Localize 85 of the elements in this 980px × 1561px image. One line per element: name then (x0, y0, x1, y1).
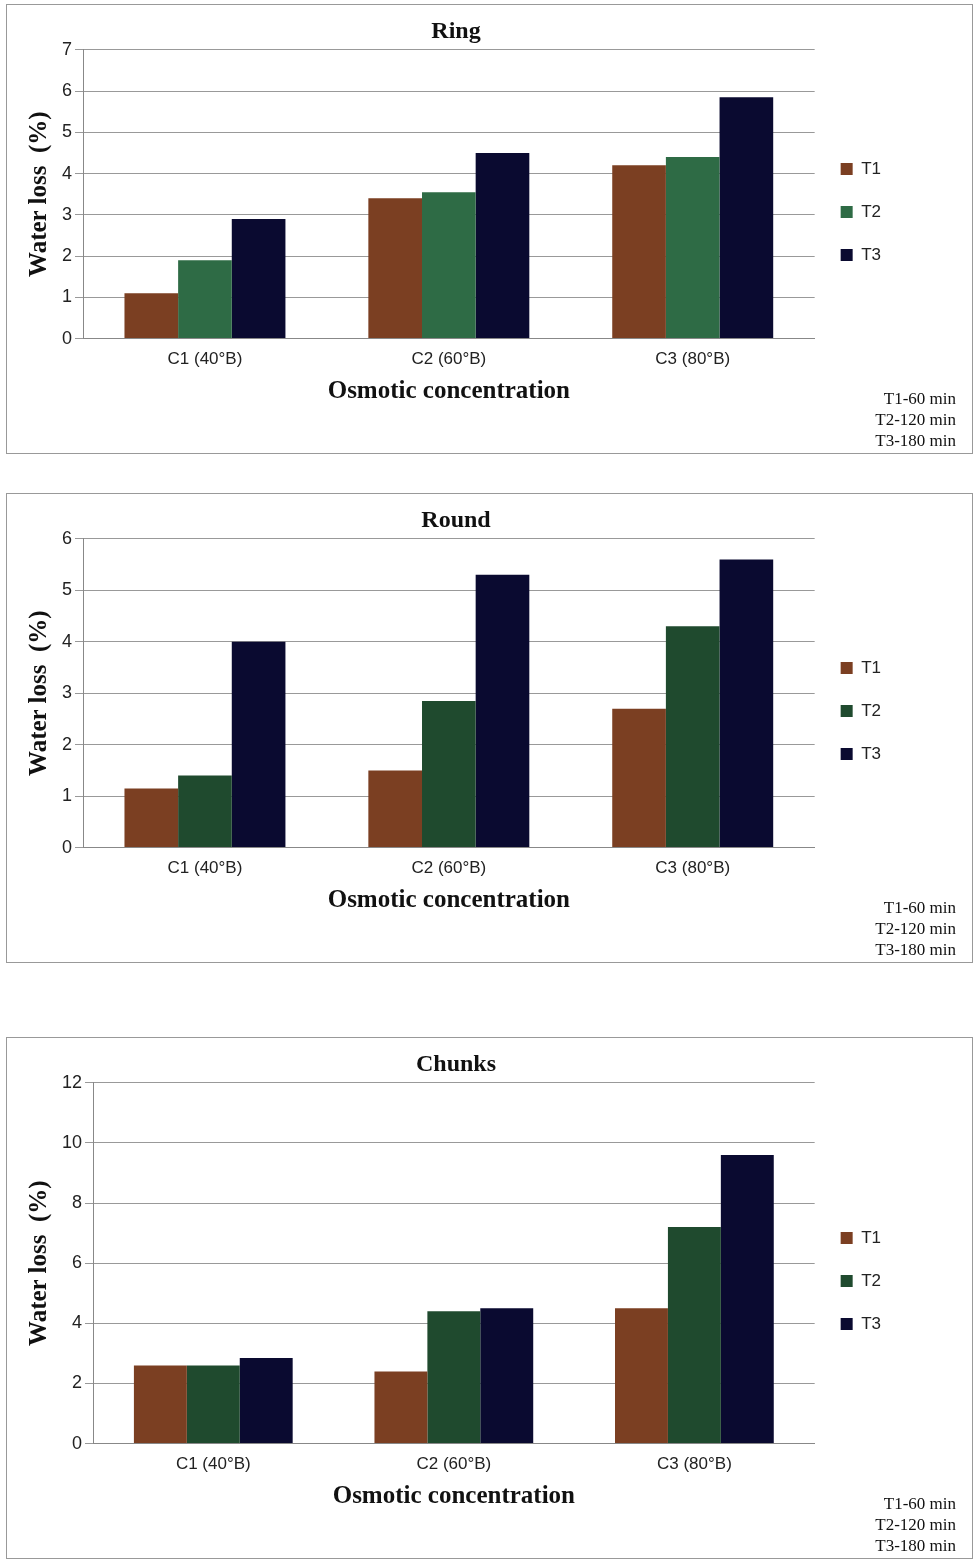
y-tick-label: 12 (61, 1071, 83, 1092)
bar (231, 218, 286, 339)
bar (720, 1154, 774, 1444)
bar (239, 1357, 293, 1444)
x-tick-label: C2 (60°B) (411, 349, 487, 369)
legend-label: T2 (861, 1270, 881, 1290)
y-axis-title: Water loss (%) (24, 610, 53, 776)
chart-title: Chunks (415, 1049, 497, 1076)
x-axis-title: Osmotic concentration (327, 376, 571, 404)
y-tick-label: 0 (62, 327, 73, 348)
y-tick-label: 4 (62, 630, 73, 651)
bar (719, 559, 774, 848)
text: T1-60 min (882, 897, 956, 918)
y-tick-label: 5 (62, 579, 73, 600)
x-tick-label: C2 (60°B) (416, 1454, 492, 1474)
legend-label: T3 (861, 1313, 881, 1333)
bar (368, 770, 423, 848)
x-tick-label: C1 (40°B) (167, 858, 243, 878)
bar (475, 574, 530, 848)
bar (612, 708, 666, 848)
y-tick-label: 4 (62, 162, 73, 183)
bar (667, 1227, 721, 1444)
y-tick-label: 1 (62, 286, 73, 307)
y-tick-label: 7 (62, 38, 73, 59)
chart-title: Ring (431, 16, 481, 43)
x-tick-label: C3 (80°B) (655, 858, 731, 878)
bar (422, 192, 476, 339)
legend-label: T3 (861, 244, 881, 264)
y-tick-label: 2 (62, 245, 73, 266)
bar (475, 152, 530, 339)
y-tick-label: 0 (72, 1432, 83, 1453)
legend-label: T2 (861, 201, 881, 221)
legend-label: T1 (861, 1227, 881, 1247)
y-tick-label: 3 (62, 203, 73, 224)
bar (665, 626, 720, 848)
y-axis-title: Water loss (%) (24, 1180, 53, 1346)
chart-title: Round (421, 505, 492, 532)
legend-label: T3 (861, 743, 881, 763)
y-tick-label: 2 (72, 1372, 83, 1393)
text: T3-180 min (875, 939, 956, 960)
bar (422, 700, 476, 848)
text: T3-180 min (875, 430, 956, 451)
y-tick-label: 1 (62, 785, 73, 806)
x-tick-label: C3 (80°B) (656, 1454, 732, 1474)
x-axis-title: Osmotic concentration (332, 1481, 576, 1509)
legend-label: T2 (861, 700, 881, 720)
y-tick-label: 4 (72, 1312, 83, 1333)
bar (133, 1365, 187, 1444)
text: T3-180 min (875, 1535, 956, 1556)
y-tick-label: 6 (72, 1252, 83, 1273)
y-tick-label: 0 (62, 836, 73, 857)
legend-label: T1 (861, 158, 881, 178)
bar (368, 198, 423, 339)
bar (124, 788, 179, 848)
x-tick-label: C1 (40°B) (167, 349, 243, 369)
text: T2-120 min (875, 1514, 956, 1535)
y-axis-title: Water loss (%) (24, 111, 53, 277)
bar (186, 1365, 240, 1444)
text: T1-60 min (882, 388, 956, 409)
bar (427, 1311, 481, 1444)
x-tick-label: C1 (40°B) (175, 1454, 251, 1474)
y-tick-label: 2 (62, 733, 73, 754)
y-tick-label: 10 (61, 1131, 83, 1152)
bar (178, 775, 232, 848)
bar (665, 157, 720, 339)
text: T2-120 min (875, 409, 956, 430)
bar (231, 641, 286, 848)
bar (612, 165, 666, 339)
text: T1-60 min (882, 1493, 956, 1514)
bar (480, 1308, 534, 1444)
text: T2-120 min (875, 918, 956, 939)
y-tick-label: 6 (62, 80, 73, 101)
legend-label: T1 (861, 657, 881, 677)
x-tick-label: C2 (60°B) (411, 858, 487, 878)
bar (124, 293, 179, 339)
y-tick-label: 3 (62, 682, 73, 703)
y-tick-label: 6 (62, 527, 73, 548)
x-tick-label: C3 (80°B) (655, 349, 731, 369)
y-tick-label: 5 (62, 121, 73, 142)
bar (615, 1308, 668, 1444)
bar (719, 97, 774, 339)
x-axis-title: Osmotic concentration (327, 885, 571, 913)
bar (178, 260, 232, 339)
bar (374, 1371, 428, 1444)
y-tick-label: 8 (72, 1192, 83, 1213)
